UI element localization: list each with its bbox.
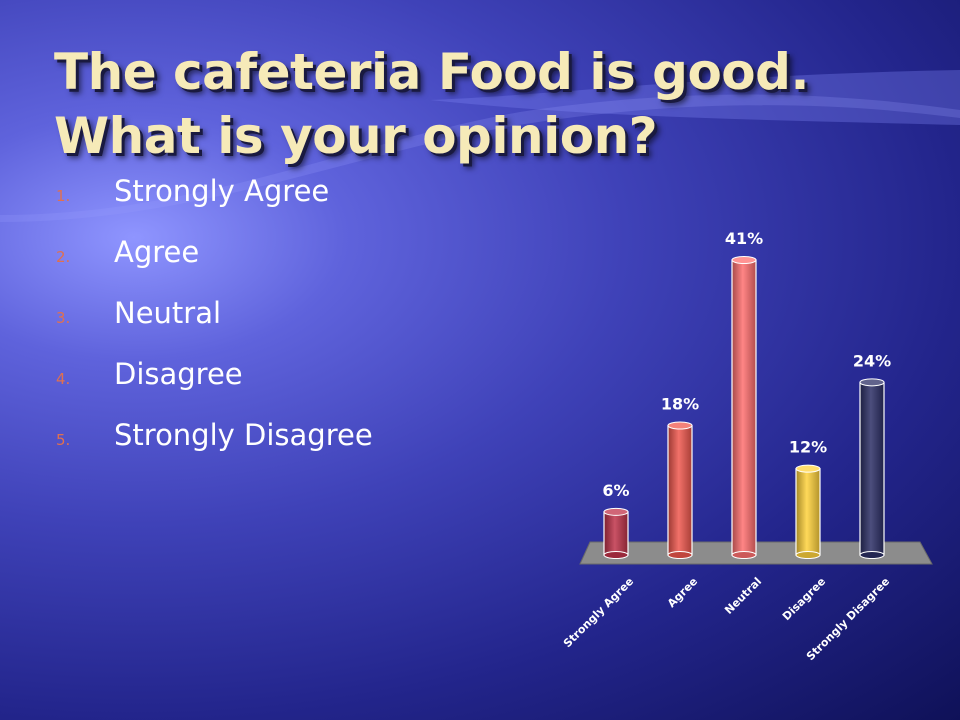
bar-top-disagree: [795, 464, 821, 473]
results-bar-chart: 6% Strongly Agree 18% Agree 41% Neutral 12% Dis…: [561, 229, 933, 663]
bar-agree: [667, 424, 693, 556]
option-label: Agree: [114, 235, 200, 269]
data-label-disagree: 12%: [789, 438, 827, 457]
option-item-strongly-agree: 1. Strongly Agree: [56, 174, 373, 235]
bar-base-agree: [667, 551, 693, 559]
option-number: 2.: [56, 248, 71, 266]
option-item-disagree: 4. Disagree: [56, 357, 373, 418]
bar-base-strongly-disagree: [859, 551, 885, 559]
bar-top-strongly-agree: [603, 507, 629, 516]
bar-neutral: [731, 259, 757, 556]
data-label-agree: 18%: [661, 394, 699, 413]
option-number: 1.: [56, 187, 71, 205]
category-label-neutral: Neutral: [722, 575, 764, 617]
option-label: Disagree: [114, 357, 243, 391]
bar-top-agree: [667, 421, 693, 430]
option-label: Strongly Agree: [114, 174, 330, 208]
data-label-neutral: 41%: [725, 229, 763, 248]
category-label-strongly-agree: Strongly Agree: [561, 575, 636, 650]
option-label: Neutral: [114, 296, 222, 330]
slide-title: The cafeteria Food is good. What is your…: [54, 40, 914, 168]
option-item-neutral: 3. Neutral: [56, 296, 373, 357]
bar-top-neutral: [731, 256, 757, 264]
option-number: 3.: [56, 309, 71, 327]
category-label-agree: Agree: [665, 575, 700, 610]
option-item-strongly-disagree: 5. Strongly Disagree: [56, 418, 373, 479]
option-number: 4.: [56, 370, 71, 388]
option-label: Strongly Disagree: [114, 418, 373, 452]
title-line-2: What is your opinion?: [54, 107, 658, 165]
bar-strongly-agree: [603, 511, 629, 556]
bar-base-strongly-agree: [603, 551, 629, 559]
category-label-disagree: Disagree: [780, 575, 828, 623]
bar-disagree: [795, 468, 821, 556]
data-label-strongly-disagree: 24%: [853, 351, 891, 370]
title-line-1: The cafeteria Food is good.: [54, 43, 809, 101]
option-number: 5.: [56, 431, 71, 449]
option-item-agree: 2. Agree: [56, 235, 373, 296]
answer-options-list: 1. Strongly Agree 2. Agree 3. Neutral 4.…: [56, 174, 373, 479]
bar-top-strongly-disagree: [859, 378, 885, 387]
bar-base-neutral: [731, 551, 757, 559]
bar-strongly-disagree: [859, 381, 885, 556]
bar-base-disagree: [795, 551, 821, 559]
data-label-strongly-agree: 6%: [602, 481, 629, 500]
